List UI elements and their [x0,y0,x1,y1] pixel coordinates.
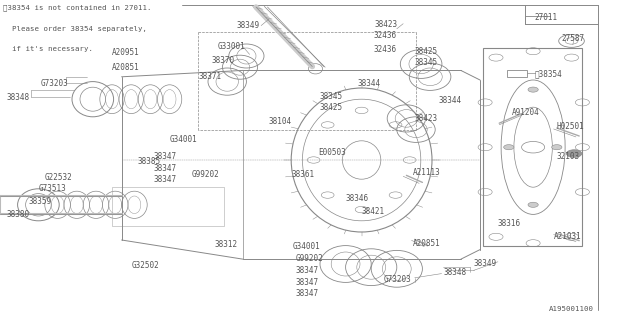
Text: 27587: 27587 [562,34,585,43]
Text: 38385: 38385 [138,157,161,166]
Bar [112,187,224,226]
Text: 38348: 38348 [6,93,29,102]
Text: 38344: 38344 [438,96,461,105]
Text: 38371: 38371 [198,72,221,81]
Text: ※38354 is not contained in 27011.: ※38354 is not contained in 27011. [3,5,152,12]
Text: G22532: G22532 [45,173,72,182]
Text: Please order 38354 separately,: Please order 38354 separately, [3,26,147,32]
Text: G34001: G34001 [293,242,321,251]
Text: 38361: 38361 [291,170,314,179]
Text: E00503: E00503 [319,148,346,156]
Text: A21031: A21031 [554,232,581,241]
Text: 38345: 38345 [415,58,438,67]
Text: 38347: 38347 [154,152,177,161]
Text: 38423: 38423 [415,114,438,123]
Text: 38423: 38423 [374,20,397,28]
Text: if it's necessary.: if it's necessary. [3,46,93,52]
Text: 32103: 32103 [557,152,580,161]
Text: A20851: A20851 [413,239,440,248]
Text: 38312: 38312 [214,240,237,249]
Circle shape [528,87,538,92]
Text: G73203: G73203 [384,275,412,284]
Circle shape [552,145,562,150]
Text: A20851: A20851 [112,63,140,72]
Text: 38316: 38316 [498,220,521,228]
Text: A195001100: A195001100 [549,306,594,312]
Text: H02501: H02501 [557,122,584,131]
Text: 38347: 38347 [154,164,177,172]
Text: 38348: 38348 [444,268,467,277]
Text: 38380: 38380 [6,210,29,219]
Text: 38370: 38370 [211,56,234,65]
Text: 38359: 38359 [29,197,52,206]
Text: G34001: G34001 [170,135,197,144]
Circle shape [528,202,538,207]
Text: 38347: 38347 [296,266,319,275]
Text: 38349: 38349 [237,21,260,30]
Text: G33001: G33001 [218,42,245,51]
Text: A20951: A20951 [112,48,140,57]
Text: G99202: G99202 [296,254,323,263]
Text: 38347: 38347 [296,278,319,287]
Text: G32502: G32502 [131,261,159,270]
Bar [507,70,527,77]
Text: 38421: 38421 [362,207,385,216]
Text: G73203: G73203 [40,79,68,88]
Circle shape [566,150,582,157]
Text: 38344: 38344 [357,79,380,88]
Text: ※38354: ※38354 [535,69,563,78]
Text: 38425: 38425 [320,103,343,112]
Text: 38347: 38347 [154,175,177,184]
Text: 32436: 32436 [373,45,396,54]
Text: A21113: A21113 [413,168,440,177]
Text: G99202: G99202 [192,170,220,179]
Bar [483,48,582,246]
Text: A91204: A91204 [512,108,540,116]
Text: 38346: 38346 [346,194,369,203]
Text: G73513: G73513 [38,184,66,193]
Text: 38425: 38425 [415,47,438,56]
Text: 27011: 27011 [534,13,557,22]
Text: 38345: 38345 [320,92,343,100]
Circle shape [504,145,514,150]
Text: 38347: 38347 [296,289,319,298]
Text: 38349: 38349 [474,259,497,268]
Text: 32436: 32436 [373,31,396,40]
Text: 38104: 38104 [269,117,292,126]
